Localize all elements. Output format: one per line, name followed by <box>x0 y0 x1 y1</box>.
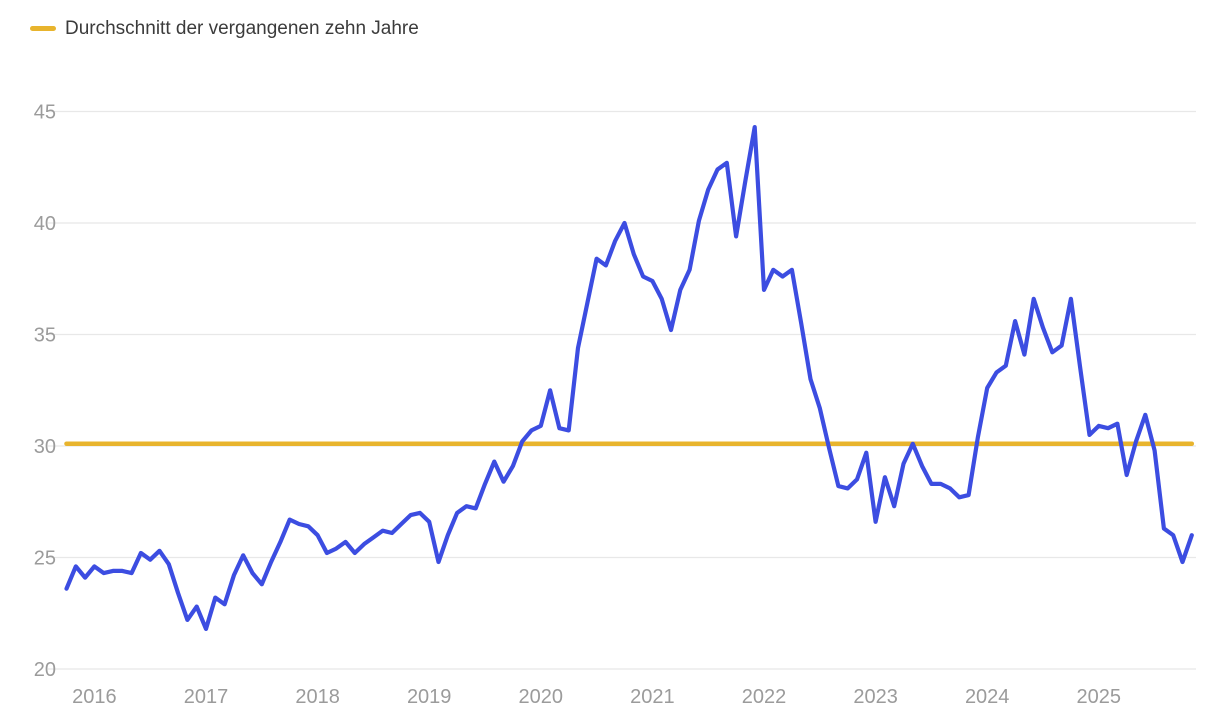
average-line-legend-swatch <box>30 26 56 31</box>
y-axis-labels: 20 25 30 35 40 45 <box>34 102 56 682</box>
x-tick-label-2022: 2022 <box>742 686 787 708</box>
x-axis-labels: 2016 2017 2018 2019 2020 2021 2022 2023 2024 2025 <box>72 686 1121 708</box>
legend-label: Durchschnitt der vergangenen zehn Jahre <box>65 18 419 39</box>
x-tick-label-2021: 2021 <box>630 686 675 708</box>
x-tick-label-2019: 2019 <box>407 686 452 708</box>
y-tick-label-40: 40 <box>34 213 56 235</box>
legend-item-average[interactable]: Durchschnitt der vergangenen zehn Jahre <box>30 19 419 38</box>
x-tick-label-2020: 2020 <box>519 686 564 708</box>
x-tick-label-2018: 2018 <box>295 686 340 708</box>
x-tick-label-2023: 2023 <box>853 686 898 708</box>
y-tick-label-35: 35 <box>34 325 56 347</box>
series-line <box>64 124 1194 632</box>
legend: Durchschnitt der vergangenen zehn Jahre <box>30 19 419 38</box>
series-polyline <box>64 124 1194 632</box>
x-tick-label-2024: 2024 <box>965 686 1010 708</box>
x-tick-label-2017: 2017 <box>184 686 229 708</box>
y-tick-label-30: 30 <box>34 436 56 458</box>
x-tick-label-2025: 2025 <box>1077 686 1122 708</box>
y-tick-label-25: 25 <box>34 548 56 570</box>
y-tick-label-45: 45 <box>34 102 56 124</box>
gridlines <box>48 110 1196 670</box>
y-tick-label-20: 20 <box>34 659 56 681</box>
x-tick-label-2016: 2016 <box>72 686 117 708</box>
